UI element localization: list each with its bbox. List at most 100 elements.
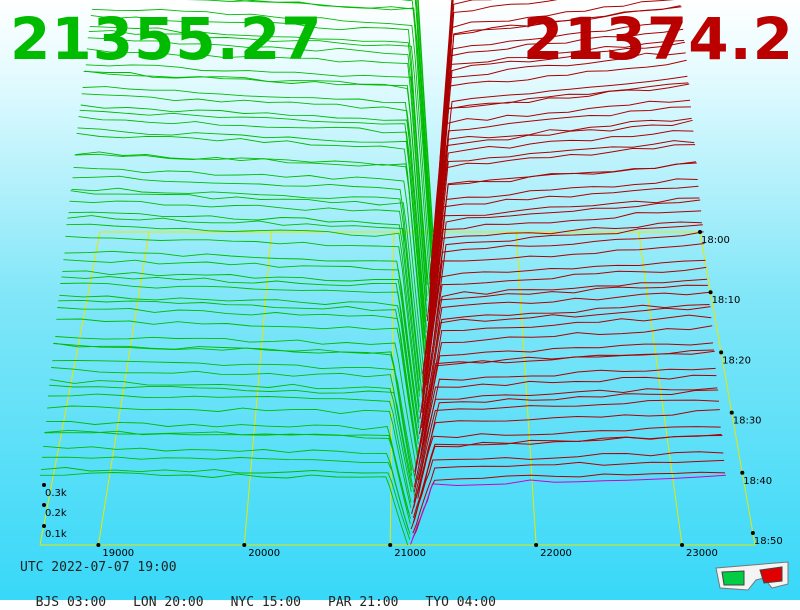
ask-depth-line [410,474,726,545]
ask-depth-line [428,59,687,303]
bid-depth-line [40,467,411,540]
ask-depth-line [425,224,703,401]
ask-price: 21374.2 [522,5,794,73]
bid-depth-line [57,307,419,455]
ask-depth-line [411,426,721,514]
ask-depth-line [428,130,694,344]
ask-depth-line [414,349,714,472]
grid-line-x [638,231,683,546]
grid-line-x [243,231,272,546]
bid-depth-line [61,276,418,434]
bid-depth-line [63,259,420,424]
bid-depth-line [78,116,427,344]
time-tick-label: 18:20 [722,355,751,366]
x-tick-marker [388,543,393,547]
3d-glasses-icon[interactable] [712,558,792,594]
grid-left-edge [39,231,101,546]
ask-depth-line [413,387,718,493]
bid-depth-line [47,405,412,508]
bid-depth-line [58,299,417,450]
bid-depth-line [72,175,421,376]
bid-depth-line [186,0,433,270]
bid-depth-line [86,48,428,302]
ask-depth-line [410,451,724,530]
ask-depth-line [420,314,712,454]
ask-depth-line [421,266,707,423]
bid-depth-line [81,93,427,328]
bid-depth-line [64,250,418,418]
bid-depth-line [45,429,411,519]
ask-depth-line [418,342,714,465]
bid-depth-line [75,151,427,360]
ask-depth-line [419,284,708,435]
timezone-lon: LON 20:00 [133,595,204,610]
x-tick-label: 21000 [394,548,426,559]
time-tick-label: 18:10 [712,295,741,306]
ask-depth-line [412,459,725,534]
ask-depth-line [428,106,691,329]
time-tick-marker [708,290,713,295]
axis-labels: 19000 20000 21000 22000 23000 0.1k 0.2k 0.3k 18:… [42,230,783,559]
grid-line-x [97,231,150,546]
bid-depth-line [66,223,420,408]
bid-depth-line [62,270,420,429]
bid-depth-line [88,30,431,291]
bid-depth-line [56,318,419,461]
y-tick-marker [42,483,46,487]
bid-depth-line [74,153,427,365]
utc-time: UTC 2022-07-07 19:00 [20,560,177,575]
ask-depth-line [414,350,715,478]
ask-depth-line [429,52,686,295]
bid-depth-line [39,472,409,546]
y-tick-label: 0.2k [45,508,67,519]
ask-depth-line [429,39,685,285]
bid-depth-line [89,25,428,286]
grid-right-edge [699,231,756,546]
time-tick-label: 18:00 [701,235,730,246]
depth-lines [39,0,726,546]
x-tick-marker [534,543,539,547]
y-tick-marker [42,524,46,528]
ask-depth-line [425,178,698,370]
bid-depth-line [52,360,416,482]
bid-depth-line [80,104,427,333]
timezone-par: PAR 21:00 [328,595,399,610]
ask-depth-line [428,140,695,349]
timezone-tyo: TYO 04:00 [425,595,496,610]
bid-depth-line [50,379,412,492]
bid-depth-line [55,336,417,466]
ask-depth-line [413,409,720,508]
bid-depth-line [400,0,432,259]
grid-line-x [389,231,395,546]
time-tick-marker [719,350,724,355]
bid-depth-line [77,127,427,349]
bid-depth-line [48,393,412,503]
ask-depth-line [419,259,706,419]
ask-depth-line [434,0,493,249]
ask-depth-line [421,210,702,393]
bid-depth-line [65,235,420,413]
ask-depth-line [418,306,711,450]
bid-depth-line [87,37,428,296]
ask-depth-line [420,304,710,444]
ask-depth-line [426,99,691,321]
x-tick-label: 23000 [686,548,718,559]
time-tick-label: 18:50 [754,536,783,547]
ask-depth-line [427,161,697,359]
time-tick-marker [729,410,734,415]
y-tick-label: 0.3k [45,488,67,499]
bid-depth-line [91,8,432,275]
y-tick-marker [42,503,46,507]
bid-depth-line [49,384,416,498]
bid-depth-line [68,211,420,397]
ask-depth-line [422,185,699,374]
bid-depth-line [41,456,411,535]
grid-line-x [515,231,537,546]
x-tick-marker [680,543,685,547]
ask-depth-line [422,197,700,383]
ask-depth-line [413,399,720,503]
bid-depth-line [79,109,425,339]
bid-depth-line [60,282,419,439]
bid-depth-line [53,343,413,477]
